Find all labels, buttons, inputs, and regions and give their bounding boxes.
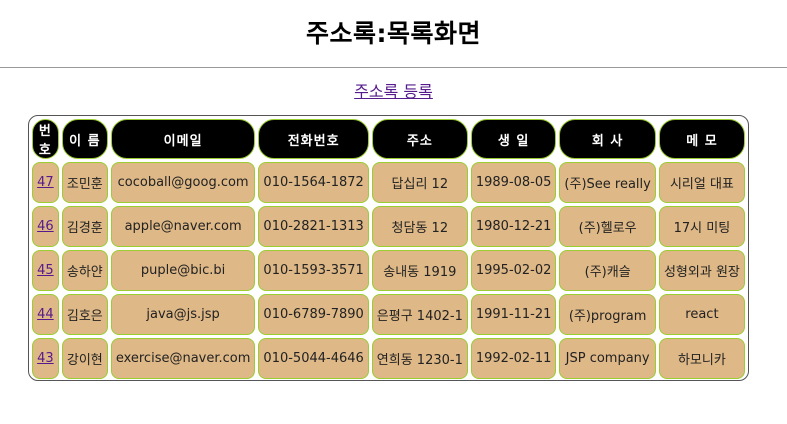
cell-phone: 010-2821-1313 (258, 206, 369, 247)
header-no: 번호 (32, 119, 59, 159)
address-table: 번호 이 름 이메일 전화번호 주소 생 일 회 사 메 모 47 조민훈 co… (29, 116, 748, 382)
record-number-link[interactable]: 45 (37, 263, 54, 278)
record-number-link[interactable]: 47 (37, 175, 54, 190)
cell-memo: react (658, 294, 745, 335)
cell-name: 강이현 (61, 338, 108, 379)
cell-phone: 010-5044-4646 (258, 338, 369, 379)
cell-email: cocoball@goog.com (110, 162, 256, 203)
cell-company: JSP company (559, 338, 656, 379)
cell-email: exercise@naver.com (110, 338, 256, 379)
record-number-link[interactable]: 43 (37, 351, 54, 366)
title-divider (0, 67, 787, 68)
cell-memo: 시리얼 대표 (658, 162, 745, 203)
cell-company: (주)See really (559, 162, 656, 203)
record-number-link[interactable]: 46 (37, 219, 54, 234)
table-row: 46 김경훈 apple@naver.com 010-2821-1313 청담동… (32, 206, 745, 247)
header-company: 회 사 (559, 119, 656, 159)
cell-no: 43 (32, 338, 59, 379)
page-title: 주소록:목록화면 (306, 19, 481, 48)
table-row: 47 조민훈 cocoball@goog.com 010-1564-1872 답… (32, 162, 745, 203)
table-row: 43 강이현 exercise@naver.com 010-5044-4646 … (32, 338, 745, 379)
register-link-container: 주소록 등록 (0, 78, 787, 102)
cell-email: java@js.jsp (110, 294, 256, 335)
cell-phone: 010-1564-1872 (258, 162, 369, 203)
cell-birthday: 1989-08-05 (470, 162, 557, 203)
cell-address: 연희동 1230-1 (371, 338, 468, 379)
cell-company: (주)헬로우 (559, 206, 656, 247)
cell-no: 45 (32, 250, 59, 291)
header-address: 주소 (371, 119, 468, 159)
cell-address: 송내동 1919 (371, 250, 468, 291)
header-memo: 메 모 (658, 119, 745, 159)
cell-email: puple@bic.bi (110, 250, 256, 291)
header-name: 이 름 (61, 119, 108, 159)
cell-phone: 010-1593-3571 (258, 250, 369, 291)
cell-email: apple@naver.com (110, 206, 256, 247)
table-header-row: 번호 이 름 이메일 전화번호 주소 생 일 회 사 메 모 (32, 119, 745, 159)
cell-address: 청담동 12 (371, 206, 468, 247)
address-table-container: 번호 이 름 이메일 전화번호 주소 생 일 회 사 메 모 47 조민훈 co… (28, 115, 749, 381)
cell-no: 46 (32, 206, 59, 247)
cell-memo: 성형외과 원장 (658, 250, 745, 291)
cell-birthday: 1992-02-11 (470, 338, 557, 379)
cell-birthday: 1995-02-02 (470, 250, 557, 291)
cell-no: 44 (32, 294, 59, 335)
cell-name: 김호은 (61, 294, 108, 335)
cell-birthday: 1980-12-21 (470, 206, 557, 247)
cell-no: 47 (32, 162, 59, 203)
cell-address: 답십리 12 (371, 162, 468, 203)
cell-memo: 하모니카 (658, 338, 745, 379)
cell-name: 송하얀 (61, 250, 108, 291)
cell-address: 은평구 1402-1 (371, 294, 468, 335)
cell-company: (주)캐슬 (559, 250, 656, 291)
cell-birthday: 1991-11-21 (470, 294, 557, 335)
cell-company: (주)program (559, 294, 656, 335)
cell-phone: 010-6789-7890 (258, 294, 369, 335)
header-phone: 전화번호 (258, 119, 369, 159)
cell-name: 조민훈 (61, 162, 108, 203)
cell-memo: 17시 미팅 (658, 206, 745, 247)
record-number-link[interactable]: 44 (37, 307, 54, 322)
table-row: 44 김호은 java@js.jsp 010-6789-7890 은평구 140… (32, 294, 745, 335)
header-birthday: 생 일 (470, 119, 557, 159)
table-row: 45 송하얀 puple@bic.bi 010-1593-3571 송내동 19… (32, 250, 745, 291)
cell-name: 김경훈 (61, 206, 108, 247)
register-address-link[interactable]: 주소록 등록 (354, 82, 433, 101)
header-email: 이메일 (110, 119, 256, 159)
